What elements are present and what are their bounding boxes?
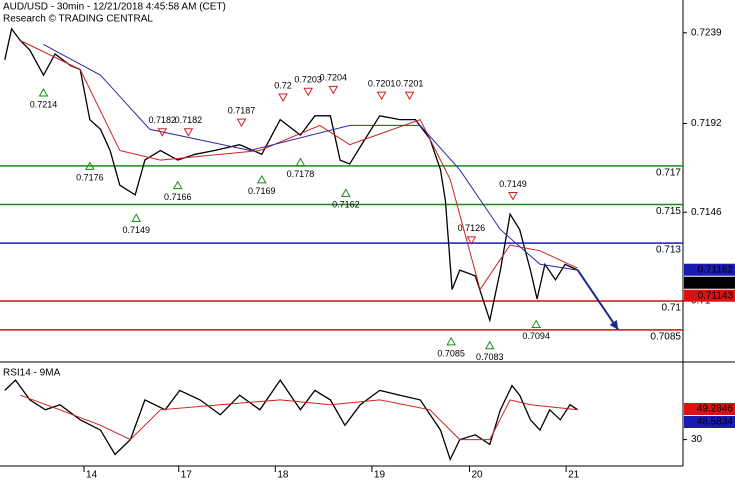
chart-title: AUD/USD - 30min - 12/21/2018 4:45:58 AM … bbox=[3, 2, 226, 13]
low-label: 0.7085 bbox=[437, 348, 465, 358]
high-label: 0.72 bbox=[274, 80, 292, 90]
low-label: 0.7083 bbox=[476, 352, 504, 362]
high-label: 0.7182 bbox=[175, 115, 203, 125]
series-line bbox=[20, 40, 578, 291]
rsi-title: RSI14 - 9MA bbox=[3, 368, 61, 379]
low-marker bbox=[84, 161, 95, 170]
series-line bbox=[43, 43, 578, 271]
level-label: 0.717 bbox=[656, 168, 681, 179]
price-tag bbox=[684, 289, 735, 302]
high-marker bbox=[236, 118, 247, 128]
y-tick-label: 30 bbox=[691, 434, 703, 445]
high-label: 0.7201 bbox=[368, 78, 396, 88]
low-marker bbox=[172, 180, 183, 190]
level-label: 0.71 bbox=[662, 303, 682, 314]
low-label: 0.7094 bbox=[522, 331, 550, 341]
high-label: 0.7203 bbox=[294, 75, 322, 85]
y-tick-label: 0.7146 bbox=[691, 207, 722, 218]
x-tick-label: 18 bbox=[277, 470, 289, 480]
low-marker bbox=[295, 157, 306, 166]
series-line bbox=[4, 378, 579, 462]
price-tag bbox=[684, 276, 735, 289]
series-line bbox=[4, 27, 578, 323]
high-marker bbox=[508, 191, 518, 201]
high-label: 0.7126 bbox=[458, 223, 486, 233]
low-label: 0.7214 bbox=[30, 99, 58, 109]
projection-arrow bbox=[576, 269, 620, 331]
price-tag bbox=[684, 402, 735, 415]
chart-subtitle: Research © TRADING CENTRAL bbox=[3, 14, 153, 25]
price-tag-label: 48.5834 bbox=[697, 417, 734, 428]
low-marker bbox=[484, 340, 495, 350]
high-marker bbox=[328, 85, 339, 95]
price-tag bbox=[684, 415, 735, 428]
y-tick-label: 0.7192 bbox=[691, 118, 722, 129]
level-label: 0.715 bbox=[656, 206, 681, 217]
high-label: 0.7204 bbox=[320, 73, 348, 83]
low-label: 0.7178 bbox=[287, 169, 315, 179]
x-tick-label: 17 bbox=[181, 470, 193, 480]
level-label: 0.713 bbox=[656, 245, 681, 256]
high-marker bbox=[157, 128, 168, 137]
x-tick-label: 14 bbox=[86, 470, 98, 480]
low-marker bbox=[340, 188, 351, 197]
x-tick-label: 21 bbox=[568, 470, 580, 480]
arrow-head bbox=[609, 320, 619, 330]
high-marker bbox=[466, 236, 477, 245]
low-label: 0.7166 bbox=[164, 192, 192, 202]
high-marker bbox=[376, 91, 387, 101]
high-marker bbox=[404, 91, 415, 101]
low-marker bbox=[131, 213, 142, 222]
low-label: 0.7169 bbox=[248, 186, 276, 196]
low-marker bbox=[446, 336, 457, 346]
low-label: 0.7176 bbox=[76, 173, 104, 183]
low-label: 0.7162 bbox=[332, 200, 360, 210]
x-tick-label: 20 bbox=[472, 470, 484, 480]
high-marker bbox=[183, 128, 194, 137]
price-tag-label: 0.71143 bbox=[698, 290, 734, 301]
x-tick-label: 19 bbox=[374, 470, 386, 480]
series-line bbox=[20, 394, 578, 441]
high-label: 0.7187 bbox=[228, 106, 256, 116]
level-label: 0.7085 bbox=[650, 332, 681, 343]
low-marker bbox=[38, 88, 49, 97]
low-marker bbox=[531, 319, 542, 329]
price-tag-label: 49.2846 bbox=[697, 404, 734, 415]
price-tag bbox=[684, 263, 735, 276]
high-marker bbox=[303, 87, 314, 97]
price-tag-label: 0.7115 bbox=[703, 277, 733, 288]
high-label: 0.7182 bbox=[149, 115, 177, 125]
y-tick-label: 0.7239 bbox=[691, 27, 722, 38]
price-tag-label: 0.71162 bbox=[698, 264, 734, 275]
low-marker bbox=[256, 174, 267, 184]
high-label: 0.7149 bbox=[499, 179, 527, 189]
low-label: 0.7149 bbox=[122, 225, 150, 235]
high-marker bbox=[278, 93, 288, 103]
high-label: 0.7201 bbox=[396, 78, 424, 88]
